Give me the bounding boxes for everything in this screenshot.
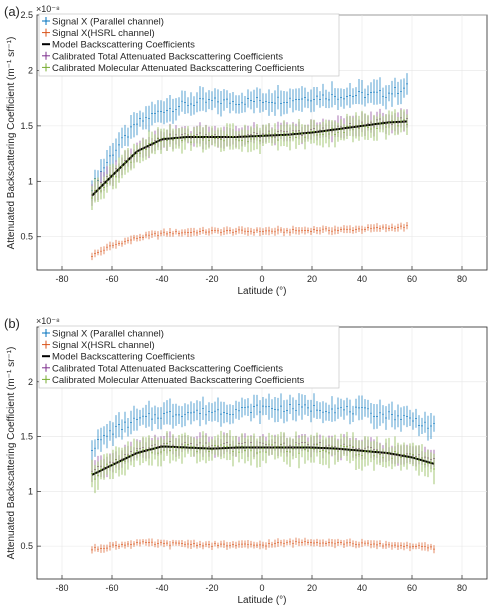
series-0 — [91, 393, 435, 461]
errorbar-series — [91, 393, 435, 461]
panel-a-series — [91, 73, 408, 261]
x-tick-label: 60 — [407, 274, 417, 284]
x-tick-label: 60 — [407, 583, 417, 593]
panel-b-y-exponent: ×10⁻⁸ — [36, 316, 60, 326]
x-tick-label: -20 — [205, 274, 218, 284]
x-tick-label: -60 — [105, 583, 118, 593]
series-2 — [91, 120, 408, 197]
x-tick-label: -40 — [155, 583, 168, 593]
x-tick-label: -80 — [55, 583, 68, 593]
panel-a: (a) ×10⁻⁸ -80 -60 -40 -20 0 20 40 60 80 0.5 1 1.5 2 2… — [4, 4, 488, 297]
model-curve — [91, 120, 408, 197]
panel-b-series — [91, 393, 435, 554]
legend-item: Signal X(HSRL channel) — [42, 28, 155, 39]
y-tick-label: 0.5 — [20, 232, 33, 242]
panel-a-ticks: -80 -60 -40 -20 0 20 40 60 80 0.5 1 1.5 2 2.5 — [20, 10, 467, 284]
legend-label: Signal X (Parallel channel) — [52, 329, 164, 340]
panel-b: (b) ×10⁻⁸ -80 -60 -40 -20 0 20 40 60 800.511.52 … — [4, 316, 488, 606]
series-1 — [91, 537, 435, 554]
x-tick-label: 20 — [307, 274, 317, 284]
x-tick-label: -80 — [55, 274, 68, 284]
x-tick-label: -40 — [155, 274, 168, 284]
panel-a-legend: Signal X (Parallel channel)Signal X(HSRL… — [38, 13, 340, 77]
series-4 — [91, 430, 435, 494]
legend-label: Calibrated Molecular Attenuated Backscat… — [52, 63, 304, 74]
legend-label: Signal X(HSRL channel) — [52, 340, 155, 351]
series-1 — [91, 222, 408, 261]
y-tick-label: 1 — [28, 176, 33, 186]
panel-a-y-axis-label: Attenuated Backscattering Coefficient (m… — [6, 37, 17, 250]
legend-box — [38, 13, 340, 77]
panel-a-x-axis-label: Latitude (°) — [237, 286, 286, 297]
x-tick-label: -20 — [205, 583, 218, 593]
legend-label: Signal X (Parallel channel) — [52, 17, 164, 28]
legend-label: Model Backscattering Coefficients — [52, 352, 195, 363]
x-tick-label: 20 — [307, 583, 317, 593]
legend-item: Calibrated Total Attenuated Backscatteri… — [42, 363, 283, 374]
panel-a-y-exponent: ×10⁻⁸ — [36, 4, 60, 14]
x-tick-label: 80 — [457, 274, 467, 284]
x-tick-label: 0 — [259, 274, 264, 284]
panel-b-y-axis-label: Attenuated Backscattering Coefficient (m… — [6, 347, 17, 560]
x-tick-label: 80 — [457, 583, 467, 593]
legend-label: Calibrated Total Attenuated Backscatteri… — [52, 51, 283, 62]
legend-box — [38, 325, 340, 389]
x-tick-label: 0 — [259, 583, 264, 593]
legend-item: Calibrated Molecular Attenuated Backscat… — [42, 375, 304, 386]
y-tick-label: 2 — [28, 377, 33, 387]
legend-label: Calibrated Molecular Attenuated Backscat… — [52, 375, 304, 386]
legend-item: Signal X (Parallel channel) — [42, 329, 164, 340]
panel-b-legend: Signal X (Parallel channel)Signal X(HSRL… — [38, 325, 340, 389]
series-4 — [91, 109, 408, 210]
y-tick-label: 2.5 — [20, 10, 33, 20]
legend-item: Model Backscattering Coefficients — [42, 40, 195, 51]
errorbar-series — [91, 430, 435, 494]
x-tick-label: 40 — [357, 274, 367, 284]
legend-item: Signal X (Parallel channel) — [42, 17, 164, 28]
legend-item: Signal X(HSRL channel) — [42, 340, 155, 351]
legend-item: Calibrated Molecular Attenuated Backscat… — [42, 63, 304, 74]
errorbar-series — [91, 109, 408, 210]
panel-b-x-axis-label: Latitude (°) — [237, 595, 286, 606]
errorbar-series — [91, 222, 408, 261]
legend-label: Signal X(HSRL channel) — [52, 28, 155, 39]
panel-b-label: (b) — [4, 316, 20, 331]
legend-label: Calibrated Total Attenuated Backscatteri… — [52, 363, 283, 374]
panel-a-label: (a) — [4, 4, 20, 19]
legend-label: Model Backscattering Coefficients — [52, 40, 195, 51]
panel-b-ticks: -80 -60 -40 -20 0 20 40 60 80 0.5 1 1.5 2 — [20, 377, 467, 593]
y-tick-label: 1 — [28, 486, 33, 496]
x-tick-label: 40 — [357, 583, 367, 593]
legend-item: Calibrated Total Attenuated Backscatteri… — [42, 51, 283, 62]
y-tick-label: 0.5 — [20, 541, 33, 551]
x-tick-label: -60 — [105, 274, 118, 284]
y-tick-label: 1.5 — [20, 121, 33, 131]
y-tick-label: 2 — [28, 65, 33, 75]
y-tick-label: 1.5 — [20, 432, 33, 442]
legend-item: Model Backscattering Coefficients — [42, 352, 195, 363]
errorbar-series — [91, 537, 435, 554]
